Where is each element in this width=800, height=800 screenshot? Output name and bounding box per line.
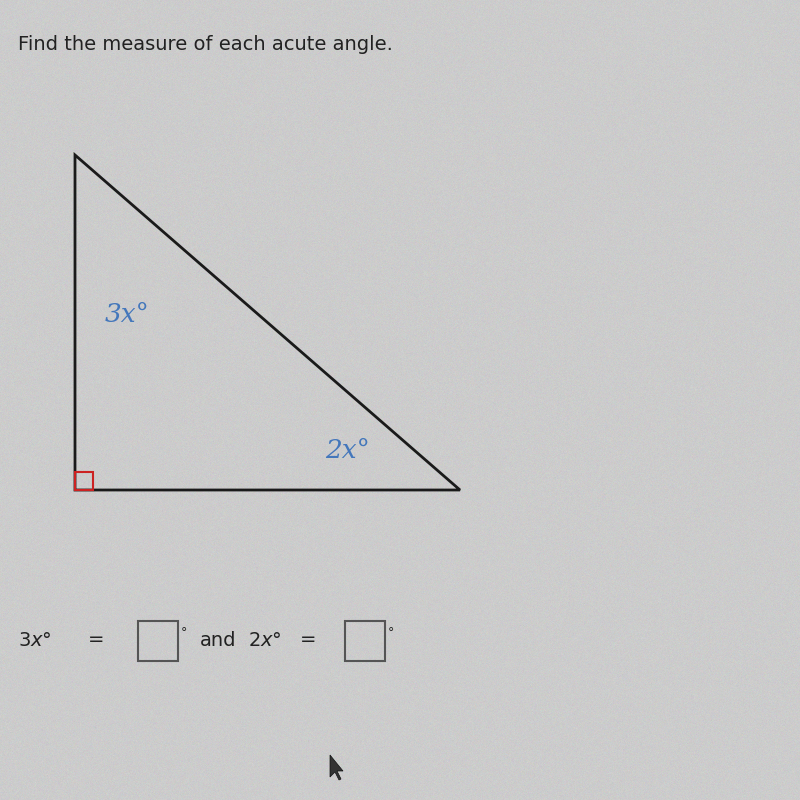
Text: 3x°: 3x° (105, 302, 150, 327)
Text: $3x°$: $3x°$ (18, 630, 52, 650)
Bar (75, 472, 93, 490)
Polygon shape (330, 755, 343, 780)
Text: =: = (300, 630, 317, 650)
Text: °: ° (181, 626, 187, 639)
Text: $2x°$: $2x°$ (248, 630, 282, 650)
Text: and: and (200, 630, 237, 650)
Bar (138, 621, 178, 661)
Text: °: ° (388, 626, 394, 639)
Text: 2x°: 2x° (325, 438, 370, 462)
Text: =: = (88, 630, 105, 650)
Text: Find the measure of each acute angle.: Find the measure of each acute angle. (18, 35, 393, 54)
Bar (345, 621, 385, 661)
